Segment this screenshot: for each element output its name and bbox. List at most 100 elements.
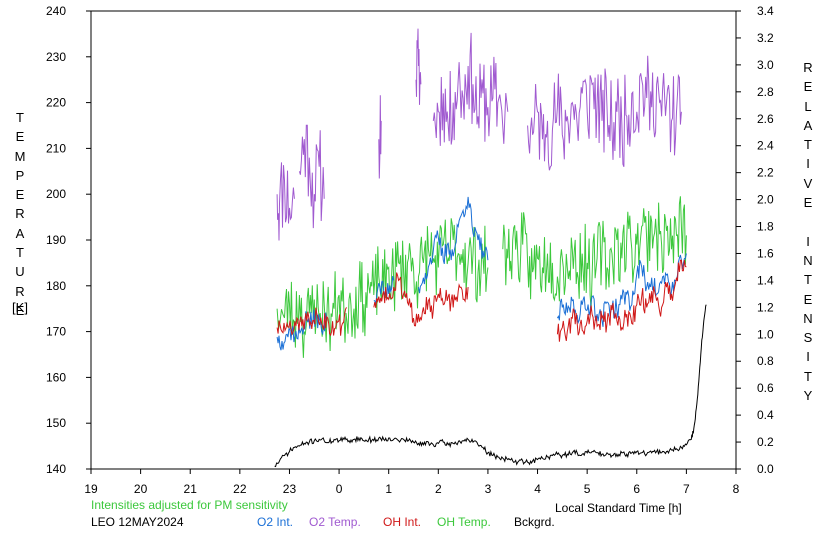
series-line-segment — [274, 304, 707, 468]
right-tick-label: 0.6 — [757, 381, 774, 395]
left-axis-letter: E — [15, 302, 25, 318]
left-tick: 230 — [46, 50, 91, 64]
series-line-segment — [527, 55, 682, 171]
legend-item: Bckgrd. — [514, 515, 555, 529]
right-tick-label: 1.2 — [757, 300, 774, 314]
series-oh-temp — [276, 196, 687, 358]
x-tick-label: 8 — [733, 482, 740, 496]
series-bckgrd — [274, 304, 707, 468]
right-tick: 2.2 — [736, 166, 774, 180]
left-axis-letter: M — [14, 148, 26, 164]
right-tick-label: 1.0 — [757, 327, 774, 341]
left-axis-letter: P — [15, 167, 25, 183]
left-tick: 160 — [46, 370, 91, 384]
right-axis-letter: I — [806, 349, 810, 365]
left-tick: 170 — [46, 325, 91, 339]
right-tick-label: 2.4 — [757, 139, 774, 153]
left-axis-letter: A — [15, 225, 25, 241]
right-tick-label: 2.2 — [757, 166, 774, 180]
left-tick-label: 160 — [46, 370, 66, 384]
right-axis-letter: T — [804, 137, 812, 153]
right-tick: 2.8 — [736, 85, 774, 99]
right-tick: 0.4 — [736, 408, 774, 422]
right-tick-label: 0.4 — [757, 408, 774, 422]
x-tick-label: 21 — [184, 482, 198, 496]
right-tick: 1.2 — [736, 300, 774, 314]
right-tick-label: 1.4 — [757, 273, 774, 287]
legend-item: OH Temp. — [437, 515, 491, 529]
right-tick: 2.6 — [736, 112, 774, 126]
right-tick: 0.6 — [736, 381, 774, 395]
left-tick-label: 200 — [46, 187, 66, 201]
right-tick: 3.2 — [736, 31, 774, 45]
x-tick: 8 — [733, 469, 740, 496]
legend-item: O2 Temp. — [309, 515, 361, 529]
series-line-segment — [373, 272, 469, 327]
left-axis-letter: E — [15, 187, 25, 203]
series-o2-int — [276, 196, 687, 351]
left-tick: 220 — [46, 96, 91, 110]
right-axis-letter: L — [804, 98, 812, 114]
right-axis-letter: A — [803, 117, 813, 133]
right-tick: 1.8 — [736, 220, 774, 234]
left-tick: 150 — [46, 416, 91, 430]
x-tick-label: 7 — [683, 482, 690, 496]
right-axis-letter: R — [803, 60, 813, 75]
x-tick-label: 6 — [633, 482, 640, 496]
right-axis-letter: N — [803, 310, 813, 326]
right-tick: 0.2 — [736, 435, 774, 449]
series-line-segment — [418, 196, 489, 294]
x-tick-label: 1 — [385, 482, 392, 496]
x-tick: 4 — [534, 469, 541, 496]
series-line-segment — [415, 28, 422, 105]
x-tick-label: 20 — [134, 482, 148, 496]
left-tick: 190 — [46, 233, 91, 247]
right-tick: 3.4 — [736, 4, 774, 18]
series-o2-temp — [276, 28, 682, 241]
legend-item: O2 Int. — [257, 515, 294, 529]
series-line-segment — [276, 162, 295, 241]
x-tick: 7 — [683, 469, 690, 496]
right-tick: 0.8 — [736, 354, 774, 368]
right-axis-letter — [798, 212, 818, 231]
sensitivity-note: Intensities adjusted for PM sensitivity — [91, 498, 288, 512]
left-tick-label: 210 — [46, 141, 66, 155]
x-tick-label: 4 — [534, 482, 541, 496]
series-line-segment — [556, 259, 687, 342]
series-line-segment — [556, 253, 687, 327]
left-axis-unit: [K] — [12, 300, 28, 315]
station-date: LEO 12MAY2024 — [91, 515, 184, 529]
right-tick: 1.6 — [736, 246, 774, 260]
right-tick: 2.4 — [736, 139, 774, 153]
x-tick: 22 — [233, 469, 247, 496]
x-tick: 23 — [283, 469, 296, 496]
x-tick-label: 2 — [435, 482, 442, 496]
x-axis-label: Local Standard Time [h] — [555, 501, 682, 515]
x-tick-label: 3 — [485, 482, 492, 496]
right-tick-label: 0.2 — [757, 435, 774, 449]
left-tick: 140 — [46, 462, 91, 476]
legend-item: OH Int. — [383, 515, 422, 529]
series-layer — [274, 28, 707, 468]
left-tick-label: 140 — [46, 462, 66, 476]
left-axis-letter: R — [15, 283, 25, 299]
series-line-segment — [276, 307, 347, 337]
right-axis-letter: N — [803, 252, 813, 268]
left-axis-letter: T — [16, 245, 24, 261]
x-tick: 3 — [485, 469, 492, 496]
right-axis-letter: I — [806, 156, 810, 172]
left-tick-label: 240 — [46, 4, 66, 18]
x-tick: 1 — [385, 469, 392, 496]
series-line-segment — [432, 32, 509, 146]
left-axis-letter: R — [15, 206, 25, 222]
x-tick: 6 — [633, 469, 640, 496]
right-tick-label: 2.8 — [757, 85, 774, 99]
left-axis-letter: U — [15, 264, 25, 280]
right-tick-label: 3.4 — [757, 4, 774, 18]
left-tick-label: 170 — [46, 325, 66, 339]
right-tick-label: 0.0 — [757, 462, 774, 476]
right-axis-letter: E — [803, 195, 813, 211]
right-axis-letter: I — [806, 233, 810, 249]
